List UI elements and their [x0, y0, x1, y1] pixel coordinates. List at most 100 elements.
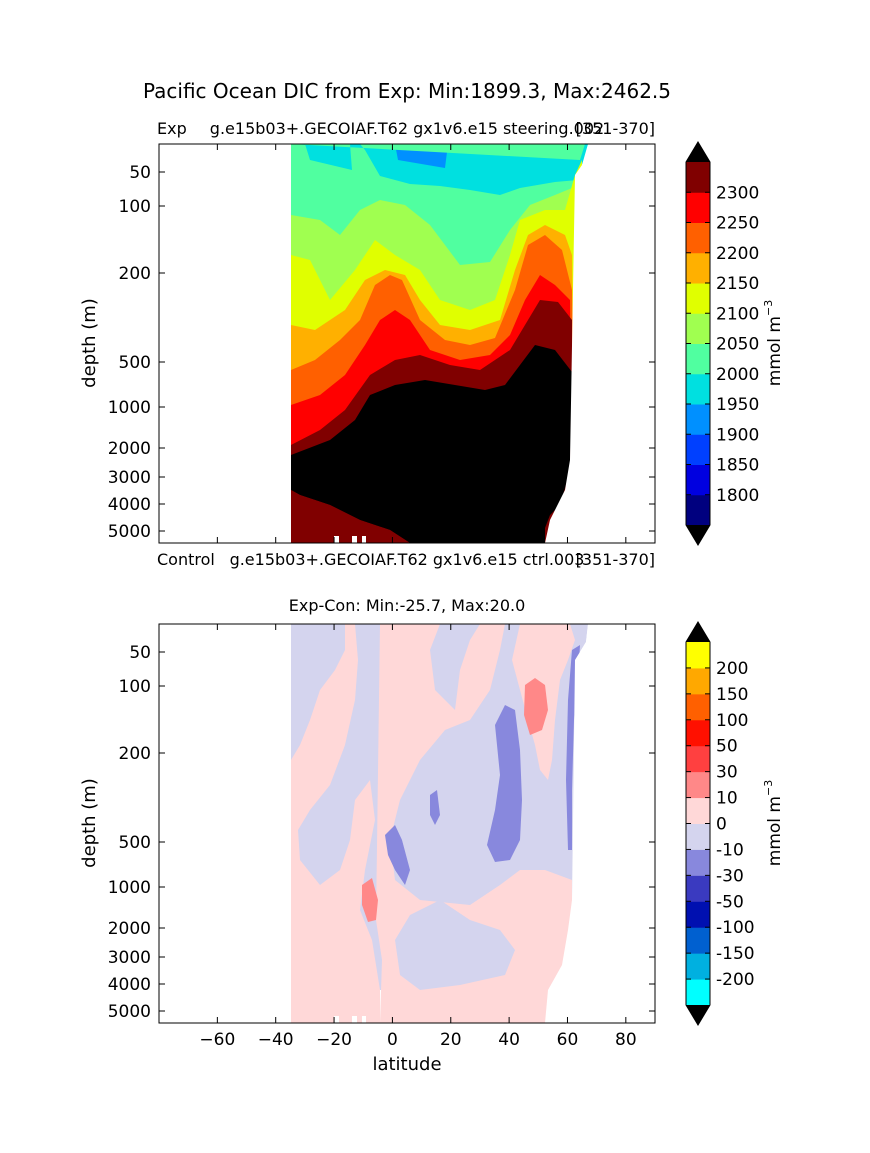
bottom-header-right: [351-370] [576, 550, 655, 569]
bottom-xtick-label: −60 [199, 1030, 235, 1050]
bottom-colorbar-label: 10 [716, 789, 738, 809]
bottom-colorbar-segment [686, 823, 710, 850]
figure-suptitle: Pacific Ocean DIC from Exp: Min:1899.3, … [143, 79, 671, 103]
top-colorbar-under-arrow [686, 525, 710, 545]
bottom-colorbar-segment [686, 667, 710, 695]
bottom-xtick-label: 60 [557, 1030, 579, 1050]
bottom-xtick-label: −20 [316, 1030, 352, 1050]
top-colorbar-label: 1800 [716, 486, 759, 506]
top-colorbar-over-arrow [686, 142, 710, 162]
bottom-ytick-label: 3000 [108, 948, 151, 968]
top-ytick-label: 100 [119, 197, 151, 217]
bottom-pos-10-30-a [524, 678, 548, 735]
top-colorbar-label: 2250 [716, 214, 759, 234]
bottom-xtick-label: 80 [615, 1030, 637, 1050]
top-land-speck [334, 536, 339, 543]
bottom-colorbar-label: -100 [716, 918, 755, 938]
top-y-ticks: 50 100 200 500 1000 2000 3000 4000 5000 [108, 163, 655, 542]
bottom-xtick-label: 20 [440, 1030, 462, 1050]
bottom-colorbar-segment [686, 979, 710, 1006]
bottom-colorbar-label: -50 [716, 892, 744, 912]
bottom-colorbar-segment [686, 953, 710, 980]
top-colorbar-frame [685, 141, 711, 546]
bottom-plot-field [291, 624, 655, 1023]
top-ylabel: depth (m) [79, 298, 100, 388]
top-colorbar-segment [686, 373, 710, 405]
bottom-colorbar-segment [686, 642, 710, 669]
top-ytick-label: 500 [119, 353, 151, 373]
top-colorbar-label: 1900 [716, 425, 759, 445]
top-ytick-label: 200 [119, 264, 151, 284]
top-title-right: [351-370] [576, 119, 655, 138]
top-colorbar-label: 2150 [716, 274, 759, 294]
top-deep-bottom [291, 490, 410, 543]
bottom-x-ticks: −60 −40 −20 0 20 40 60 80 [199, 624, 637, 1050]
top-colorbar: 1800 1850 1900 1950 2000 2050 2100 2150 2200 2250… [685, 141, 759, 546]
bottom-title: Exp-Con: Min:-25.7, Max:20.0 [289, 596, 526, 615]
bottom-ytick-label: 1000 [108, 878, 151, 898]
top-ytick-label: 50 [129, 163, 151, 183]
top-ytick-label: 2000 [108, 439, 151, 459]
bottom-xtick-label: −40 [258, 1030, 294, 1050]
bottom-colorbar-label: 200 [716, 659, 748, 679]
top-colorbar-label: 1950 [716, 395, 759, 415]
bottom-pos-mid [410, 670, 428, 720]
top-colorbar-label: mmol m−3 [762, 300, 785, 386]
top-ytick-label: 1000 [108, 398, 151, 418]
top-layer-black [291, 345, 572, 543]
top-colorbar-segment [686, 343, 710, 375]
bottom-neg-deep-east [395, 900, 515, 990]
top-colorbar-label: 2100 [716, 304, 759, 324]
top-ytick-label: 3000 [108, 468, 151, 488]
bottom-land-north [545, 624, 655, 1023]
bottom-colorbar-label: -200 [716, 970, 755, 990]
bottom-colorbar-segment [686, 901, 710, 928]
bottom-colorbar-segment [686, 719, 710, 747]
bottom-y-ticks: 50 100 200 500 1000 2000 3000 4000 5000 [108, 643, 655, 1022]
bottom-xlabel: latitude [372, 1054, 441, 1075]
top-ytick-label: 5000 [108, 522, 151, 542]
bottom-colorbar-label: mmol m−3 [762, 780, 785, 866]
top-colorbar-segment [686, 464, 710, 496]
bottom-ytick-label: 2000 [108, 919, 151, 939]
bottom-plot-frame [158, 623, 656, 1024]
bottom-ytick-label: 50 [129, 643, 151, 663]
bottom-colorbar-segment [686, 745, 710, 773]
bottom-xtick-label: 0 [387, 1030, 398, 1050]
top-title-center: g.e15b03+.GECOIAF.T62 gx1v6.e15 steering… [210, 119, 604, 138]
top-colorbar-segment [686, 494, 710, 526]
bottom-ylabel: depth (m) [79, 778, 100, 868]
top-colorbar-label: 1850 [716, 456, 759, 476]
bottom-colorbar-under-arrow [686, 1005, 710, 1025]
bottom-colorbar-label: 150 [716, 685, 748, 705]
bottom-colorbar-label: -30 [716, 866, 744, 886]
top-colorbar-segment [686, 222, 710, 254]
bottom-colorbar-segment [686, 875, 710, 902]
bottom-pos-10-30-b [362, 878, 378, 922]
bottom-neg-10-30-d [566, 645, 580, 850]
top-panel: Exp g.e15b03+.GECOIAF.T62 gx1v6.e15 stee… [79, 119, 785, 546]
bottom-colorbar-label: 50 [716, 737, 738, 757]
bottom-ytick-label: 5000 [108, 1002, 151, 1022]
bottom-neg-10-30-a [385, 825, 410, 885]
bottom-land-speck [352, 1016, 357, 1023]
bottom-colorbar-over-arrow [686, 622, 710, 642]
bottom-xtick-label: 40 [498, 1030, 520, 1050]
top-land-speck [362, 536, 366, 543]
top-plot-frame [158, 143, 656, 544]
top-colorbar-segment [686, 404, 710, 435]
top-x-ticks [216, 144, 627, 543]
top-colorbar-label: 2050 [716, 335, 759, 355]
bottom-pos-south [291, 624, 380, 1023]
bottom-colorbar-segment [686, 927, 710, 954]
bottom-colorbar-label: 100 [716, 711, 748, 731]
bottom-neg-10-30-b [430, 790, 440, 825]
bottom-panel: Control g.e15b03+.GECOIAF.T62 gx1v6.e15 … [79, 550, 785, 1075]
bottom-colorbar-label: -10 [716, 840, 744, 860]
top-ytick-label: 4000 [108, 495, 151, 515]
top-colorbar-segment [686, 192, 710, 223]
bottom-colorbar-label: -150 [716, 944, 755, 964]
bottom-header-center: g.e15b03+.GECOIAF.T62 gx1v6.e15 ctrl.003 [230, 550, 585, 569]
